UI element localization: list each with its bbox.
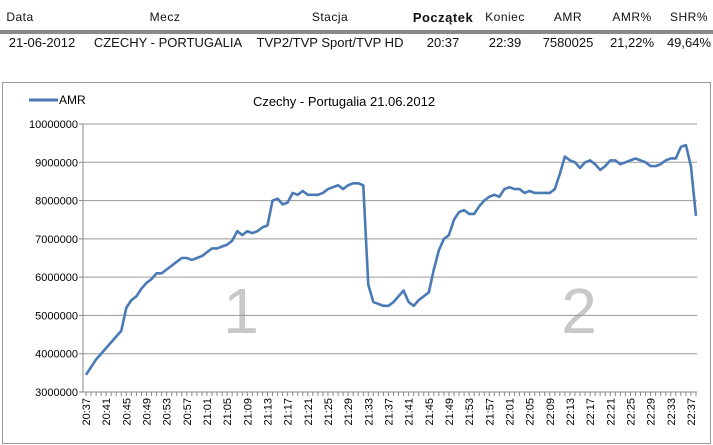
header-amr-pct: AMR% <box>612 10 652 24</box>
x-tick-label: 22:29 <box>646 398 658 426</box>
header-divider <box>0 30 713 34</box>
y-tick-label: 7000000 <box>35 234 78 246</box>
y-tick-label: 9000000 <box>35 157 78 169</box>
x-tick-label: 21:09 <box>242 398 254 426</box>
x-tick-label: 20:53 <box>162 398 174 426</box>
x-tick-label: 20:49 <box>141 398 153 426</box>
annotation-half-1: 1 <box>223 275 259 347</box>
x-tick-label: 22:33 <box>666 398 678 426</box>
x-tick-label: 22:37 <box>686 398 698 426</box>
amr-series-line <box>84 143 698 376</box>
x-tick-label: 22:05 <box>525 398 537 426</box>
x-tick-label: 21:21 <box>303 398 315 426</box>
x-tick-label: 21:57 <box>484 398 496 426</box>
annotation-half-2: 2 <box>561 275 597 347</box>
cell-shr-pct: 49,64% <box>666 35 712 50</box>
y-tick-label: 4000000 <box>35 349 78 361</box>
header-koniec: Koniec <box>485 10 525 24</box>
x-tick-label: 21:25 <box>323 398 335 426</box>
x-tick-label: 22:17 <box>585 398 597 426</box>
cell-stacja: TVP2/TVP Sport/TVP HD <box>256 35 404 50</box>
x-tick-label: 20:37 <box>81 398 93 426</box>
cell-koniec: 22:39 <box>488 35 522 50</box>
header-poczatek: Początek <box>412 10 474 25</box>
y-tick-label: 5000000 <box>35 310 78 322</box>
header-shr-pct: SHR% <box>669 10 709 24</box>
x-tick-label: 21:17 <box>283 398 295 426</box>
y-tick-label: 10000000 <box>29 119 78 131</box>
cell-mecz: CZECHY - PORTUGALIA <box>93 35 243 50</box>
x-tick-label: 21:33 <box>363 398 375 426</box>
x-tick-label: 20:45 <box>121 398 133 426</box>
header-stacja: Stacja <box>311 10 349 24</box>
x-tick-label: 21:53 <box>464 398 476 426</box>
chart-title: Czechy - Portugalia 21.06.2012 <box>253 94 435 109</box>
x-tick-label: 22:21 <box>605 398 617 426</box>
header-amr: AMR <box>553 10 583 24</box>
x-tick-label: 22:09 <box>545 398 557 426</box>
x-tick-label: 21:37 <box>383 398 395 426</box>
cell-poczatek: 20:37 <box>426 35 460 50</box>
header-data: Data <box>6 10 34 24</box>
x-tick-label: 21:05 <box>222 398 234 426</box>
cell-amr-pct: 21,22% <box>609 35 655 50</box>
x-tick-label: 21:01 <box>202 398 214 426</box>
x-tick-label: 21:29 <box>343 398 355 426</box>
x-tick-label: 21:41 <box>404 398 416 426</box>
cell-amr: 7580025 <box>542 35 594 50</box>
x-tick-label: 21:45 <box>424 398 436 426</box>
header-mecz: Mecz <box>149 10 181 24</box>
chart-container <box>2 82 711 444</box>
legend-label: AMR <box>59 93 86 107</box>
cell-data: 21-06-2012 <box>8 35 76 50</box>
x-tick-label: 22:25 <box>625 398 637 426</box>
x-tick-label: 20:41 <box>101 398 113 426</box>
x-tick-label: 22:01 <box>504 398 516 426</box>
y-tick-label: 8000000 <box>35 196 78 208</box>
x-tick-label: 20:57 <box>182 398 194 426</box>
y-tick-label: 3000000 <box>35 387 78 399</box>
x-tick-label: 21:13 <box>262 398 274 426</box>
x-tick-label: 22:13 <box>565 398 577 426</box>
x-tick-label: 21:49 <box>444 398 456 426</box>
y-tick-label: 6000000 <box>35 272 78 284</box>
